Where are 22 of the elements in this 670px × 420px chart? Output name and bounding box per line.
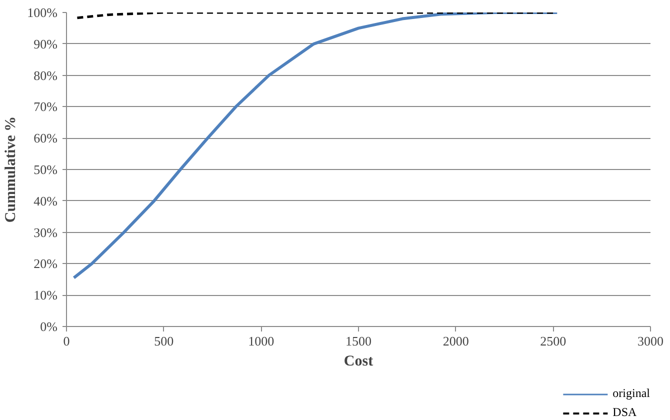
x-tick-label: 2500 [540,334,566,348]
x-axis-title: Cost [344,354,374,370]
x-tick-label: 1500 [346,334,372,348]
y-tick-label: 100% [27,5,58,20]
x-tick-label: 3000 [638,334,664,348]
x-tick-label: 0 [63,334,70,348]
legend-label: DSA [612,405,637,420]
y-tick-label: 0% [40,319,58,334]
x-tick-label: 2000 [442,334,469,348]
y-tick-label: 40% [34,193,58,208]
y-tick-label: 20% [34,256,58,272]
y-tick-label: 10% [34,288,58,303]
x-tick-label: 500 [154,334,174,348]
y-tick-label: 90% [34,36,58,52]
y-tick-label: 60% [34,130,58,146]
y-axis-title: Cummulative % [3,116,20,223]
y-tick-label: 70% [34,99,58,114]
y-tick-label: 30% [34,224,58,240]
y-tick-label: 50% [34,162,58,177]
legend-label: original [612,386,650,401]
x-tick-label: 1000 [248,334,274,348]
y-tick-label: 80% [34,68,58,83]
